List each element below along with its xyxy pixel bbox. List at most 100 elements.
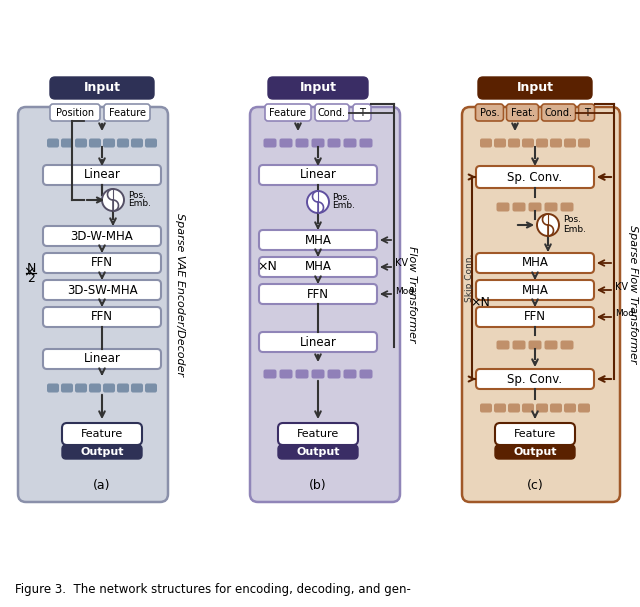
FancyBboxPatch shape bbox=[43, 307, 161, 327]
Text: (a): (a) bbox=[93, 478, 111, 492]
FancyBboxPatch shape bbox=[541, 104, 575, 121]
FancyBboxPatch shape bbox=[43, 349, 161, 369]
FancyBboxPatch shape bbox=[43, 280, 161, 300]
Text: Feature: Feature bbox=[514, 429, 556, 439]
Text: 2: 2 bbox=[27, 271, 35, 285]
FancyBboxPatch shape bbox=[476, 166, 594, 188]
Text: Emb.: Emb. bbox=[128, 200, 151, 208]
FancyBboxPatch shape bbox=[344, 138, 356, 148]
FancyBboxPatch shape bbox=[476, 253, 594, 273]
FancyBboxPatch shape bbox=[480, 404, 492, 413]
FancyBboxPatch shape bbox=[75, 384, 87, 393]
FancyBboxPatch shape bbox=[61, 384, 73, 393]
FancyBboxPatch shape bbox=[497, 341, 509, 350]
Text: Pos.: Pos. bbox=[563, 215, 581, 225]
FancyBboxPatch shape bbox=[476, 280, 594, 300]
FancyBboxPatch shape bbox=[131, 384, 143, 393]
Text: MHA: MHA bbox=[522, 257, 548, 270]
FancyBboxPatch shape bbox=[259, 284, 377, 304]
FancyBboxPatch shape bbox=[513, 203, 525, 211]
Text: Sparse Flow Transformer: Sparse Flow Transformer bbox=[628, 225, 638, 364]
Text: Output: Output bbox=[296, 447, 340, 457]
FancyBboxPatch shape bbox=[117, 384, 129, 393]
FancyBboxPatch shape bbox=[360, 370, 372, 379]
Text: Sp. Conv.: Sp. Conv. bbox=[508, 171, 563, 183]
Text: Feature: Feature bbox=[297, 429, 339, 439]
FancyBboxPatch shape bbox=[353, 104, 371, 121]
FancyBboxPatch shape bbox=[315, 104, 349, 121]
FancyBboxPatch shape bbox=[529, 203, 541, 211]
FancyBboxPatch shape bbox=[278, 423, 358, 445]
FancyBboxPatch shape bbox=[550, 138, 562, 148]
FancyBboxPatch shape bbox=[462, 107, 620, 502]
FancyBboxPatch shape bbox=[564, 404, 576, 413]
FancyBboxPatch shape bbox=[508, 138, 520, 148]
Text: Linear: Linear bbox=[84, 169, 120, 181]
FancyBboxPatch shape bbox=[578, 404, 590, 413]
FancyBboxPatch shape bbox=[259, 257, 377, 277]
FancyBboxPatch shape bbox=[47, 384, 59, 393]
FancyBboxPatch shape bbox=[43, 226, 161, 246]
Text: MHA: MHA bbox=[305, 260, 332, 274]
FancyBboxPatch shape bbox=[360, 138, 372, 148]
FancyBboxPatch shape bbox=[145, 384, 157, 393]
FancyBboxPatch shape bbox=[506, 104, 538, 121]
Text: Feature: Feature bbox=[269, 107, 307, 118]
Text: Position: Position bbox=[56, 107, 94, 118]
FancyBboxPatch shape bbox=[62, 423, 142, 445]
Text: 3D-W-MHA: 3D-W-MHA bbox=[70, 229, 133, 243]
FancyBboxPatch shape bbox=[61, 138, 73, 148]
FancyBboxPatch shape bbox=[513, 341, 525, 350]
Text: ×N: ×N bbox=[470, 296, 490, 310]
FancyBboxPatch shape bbox=[476, 104, 504, 121]
FancyBboxPatch shape bbox=[280, 370, 292, 379]
FancyBboxPatch shape bbox=[561, 341, 573, 350]
FancyBboxPatch shape bbox=[259, 230, 377, 250]
FancyBboxPatch shape bbox=[278, 445, 358, 459]
Text: FFN: FFN bbox=[91, 257, 113, 270]
Text: Input: Input bbox=[83, 81, 120, 95]
Circle shape bbox=[102, 189, 124, 211]
FancyBboxPatch shape bbox=[476, 307, 594, 327]
FancyBboxPatch shape bbox=[328, 138, 340, 148]
FancyBboxPatch shape bbox=[564, 138, 576, 148]
FancyBboxPatch shape bbox=[89, 138, 101, 148]
FancyBboxPatch shape bbox=[476, 369, 594, 389]
FancyBboxPatch shape bbox=[536, 138, 548, 148]
FancyBboxPatch shape bbox=[494, 404, 506, 413]
Text: T: T bbox=[584, 107, 589, 118]
Text: Emb.: Emb. bbox=[563, 225, 586, 234]
Text: FFN: FFN bbox=[307, 288, 329, 300]
Text: ×: × bbox=[23, 265, 35, 279]
FancyBboxPatch shape bbox=[495, 445, 575, 459]
FancyBboxPatch shape bbox=[89, 384, 101, 393]
FancyBboxPatch shape bbox=[494, 138, 506, 148]
Text: Feature: Feature bbox=[81, 429, 123, 439]
FancyBboxPatch shape bbox=[264, 370, 276, 379]
FancyBboxPatch shape bbox=[478, 77, 592, 99]
FancyBboxPatch shape bbox=[312, 138, 324, 148]
FancyBboxPatch shape bbox=[250, 107, 400, 502]
FancyBboxPatch shape bbox=[480, 138, 492, 148]
FancyBboxPatch shape bbox=[529, 341, 541, 350]
Text: MHA: MHA bbox=[522, 283, 548, 296]
Text: Linear: Linear bbox=[84, 353, 120, 365]
FancyBboxPatch shape bbox=[268, 77, 368, 99]
Circle shape bbox=[307, 191, 329, 213]
FancyBboxPatch shape bbox=[47, 138, 59, 148]
FancyBboxPatch shape bbox=[117, 138, 129, 148]
FancyBboxPatch shape bbox=[265, 104, 311, 121]
FancyBboxPatch shape bbox=[508, 404, 520, 413]
FancyBboxPatch shape bbox=[550, 404, 562, 413]
Text: MHA: MHA bbox=[305, 234, 332, 246]
FancyBboxPatch shape bbox=[344, 370, 356, 379]
Text: Pos.: Pos. bbox=[480, 107, 499, 118]
Text: KV: KV bbox=[615, 282, 628, 292]
Text: Flow Transformer: Flow Transformer bbox=[407, 246, 417, 343]
FancyBboxPatch shape bbox=[259, 165, 377, 185]
Text: ×N: ×N bbox=[257, 260, 277, 274]
FancyBboxPatch shape bbox=[296, 138, 308, 148]
FancyBboxPatch shape bbox=[545, 203, 557, 211]
FancyBboxPatch shape bbox=[497, 203, 509, 211]
FancyBboxPatch shape bbox=[495, 423, 575, 445]
